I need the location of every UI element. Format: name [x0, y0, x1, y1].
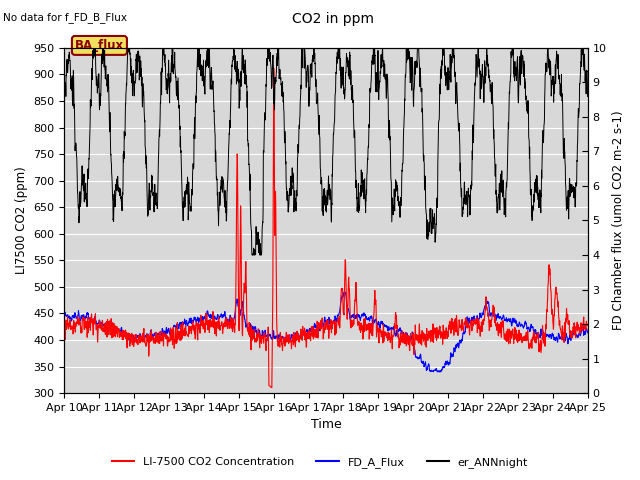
X-axis label: Time: Time: [310, 419, 341, 432]
Y-axis label: LI7500 CO2 (ppm): LI7500 CO2 (ppm): [15, 167, 28, 275]
Legend: LI-7500 CO2 Concentration, FD_A_Flux, er_ANNnight: LI-7500 CO2 Concentration, FD_A_Flux, er…: [108, 452, 532, 472]
Text: No data for f_FD_B_Flux: No data for f_FD_B_Flux: [3, 12, 127, 23]
Text: CO2 in ppm: CO2 in ppm: [292, 12, 374, 26]
Text: BA_flux: BA_flux: [75, 39, 124, 52]
Y-axis label: FD Chamber flux (umol CO2 m-2 s-1): FD Chamber flux (umol CO2 m-2 s-1): [612, 111, 625, 330]
